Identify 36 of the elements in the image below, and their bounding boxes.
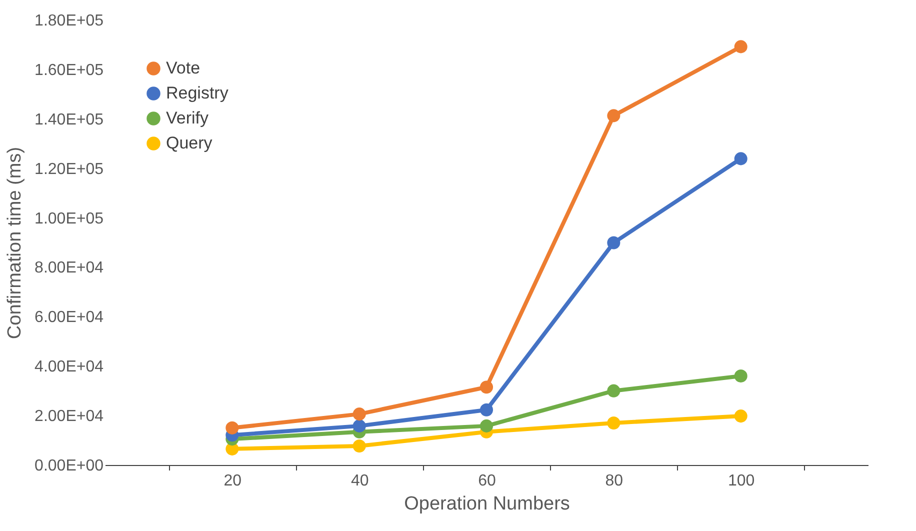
point bbox=[226, 421, 239, 434]
y-tick-label: 1.80E+05 bbox=[34, 12, 104, 30]
x-tick-label: 20 bbox=[224, 472, 242, 490]
y-tick-label: 8.00E+04 bbox=[34, 260, 104, 277]
x-tick-label: 80 bbox=[605, 472, 624, 490]
point bbox=[352, 439, 366, 452]
y-axis-title: Confirmation time (ms) bbox=[4, 146, 26, 340]
point bbox=[607, 384, 620, 398]
point bbox=[734, 369, 748, 383]
y-tick-label: 1.00E+05 bbox=[34, 210, 104, 228]
y-tick-label: 4.00E+04 bbox=[34, 358, 104, 376]
point bbox=[607, 109, 620, 122]
x-axis-title: Operation Numbers bbox=[404, 494, 570, 514]
point bbox=[480, 403, 494, 416]
y-tick-label: 1.40E+05 bbox=[34, 111, 104, 128]
point bbox=[480, 419, 494, 432]
y-tick-label: 1.20E+05 bbox=[34, 160, 104, 178]
y-tick-label: 6.00E+04 bbox=[34, 309, 104, 326]
legend-label: Query bbox=[166, 134, 213, 152]
legend-label: Vote bbox=[166, 58, 200, 78]
legend-label: Verify bbox=[166, 108, 210, 128]
x-tick-label: 40 bbox=[350, 472, 369, 490]
y-tick-label: 1.60E+05 bbox=[34, 62, 104, 79]
point bbox=[352, 419, 366, 432]
point bbox=[734, 410, 748, 423]
point bbox=[734, 152, 748, 166]
y-tick-label: 2.00E+04 bbox=[34, 408, 104, 426]
point bbox=[480, 380, 494, 394]
y-tick-label: 0.00E+00 bbox=[34, 458, 104, 474]
x-tick-label: 60 bbox=[478, 472, 496, 490]
point bbox=[352, 408, 366, 421]
point bbox=[607, 416, 620, 430]
x-tick-label: 100 bbox=[728, 472, 755, 490]
point bbox=[607, 236, 620, 250]
legend-label: Registry bbox=[166, 84, 229, 102]
point bbox=[734, 40, 748, 54]
